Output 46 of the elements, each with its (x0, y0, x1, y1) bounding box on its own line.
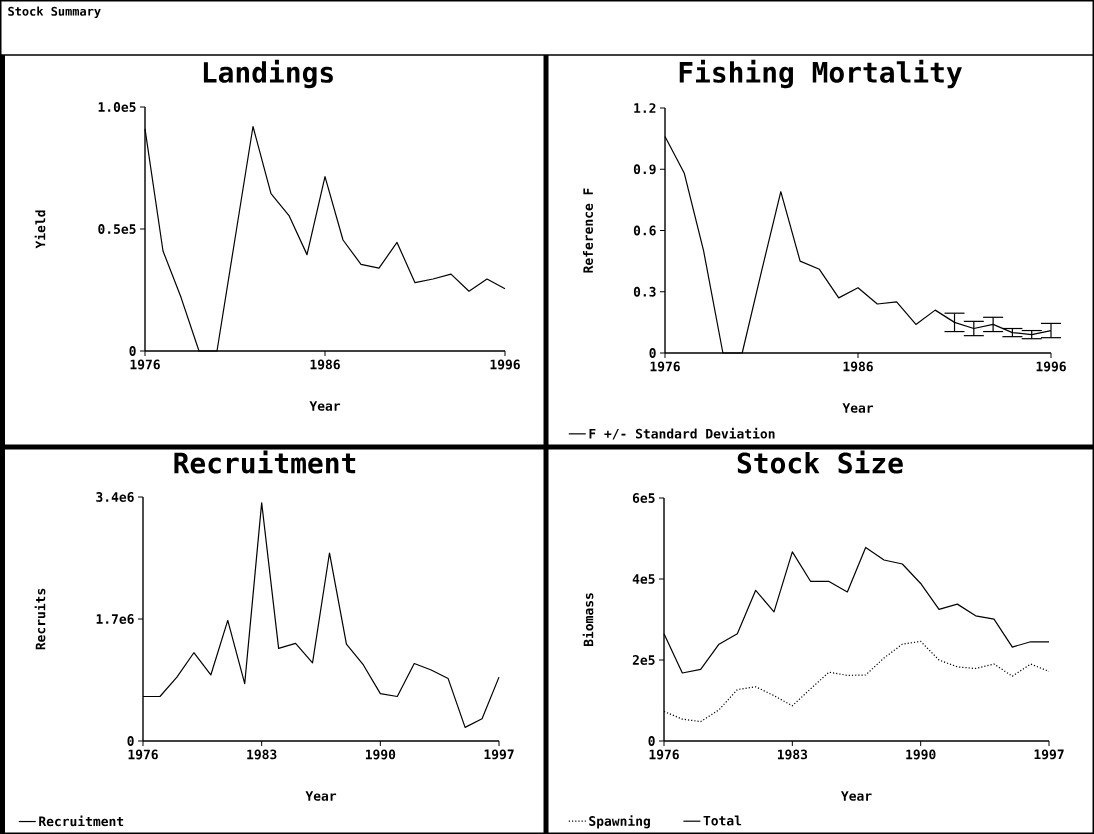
x-tick-label: 1996 (490, 359, 520, 370)
y-axis-title: Recruits (34, 588, 46, 650)
x-tick-label: 1997 (1034, 749, 1064, 760)
legend-label: Total (703, 815, 742, 826)
x-tick-label: 1976 (649, 749, 679, 760)
x-axis-title: Year (309, 401, 341, 411)
chart-title: Stock Size (737, 450, 903, 474)
x-axis-title: Year (840, 791, 872, 801)
y-tick-label: 6e5 (632, 493, 655, 503)
y-tick-label: 3.4e6 (96, 492, 134, 502)
chart-title: Fishing Mortality (679, 59, 962, 89)
y-tick-label: 0.3 (633, 286, 656, 297)
y-tick-label: 0.9 (633, 164, 656, 175)
y-tick-label: 1.0e5 (98, 102, 136, 112)
x-axis-title: Year (842, 403, 874, 413)
y-tick-label: 1.2 (634, 103, 656, 113)
legend-label: Recruitment (39, 815, 124, 827)
y-tick-label: 0 (649, 348, 656, 358)
y-axis-title: Reference F (582, 188, 594, 273)
y-tick-label: 4e5 (632, 574, 655, 584)
y-tick-label: 1.7e6 (96, 614, 134, 624)
y-tick-label: 2e5 (632, 655, 655, 665)
x-tick-label: 1986 (843, 361, 873, 372)
text: Stock Summary (8, 6, 101, 19)
x-axis-title: Year (305, 791, 337, 801)
x-tick-label: 1990 (365, 749, 396, 760)
chart-title: Landings (203, 59, 333, 89)
x-tick-label: 1976 (650, 361, 680, 372)
x-tick-label: 1990 (906, 749, 936, 760)
x-tick-label: 1986 (310, 359, 340, 370)
y-tick-label: 0 (127, 736, 134, 746)
chart-title: Recruitment (174, 450, 356, 474)
legend-label: Spawning (589, 815, 650, 829)
x-tick-label: 1997 (484, 749, 514, 760)
x-tick-label: 1983 (247, 749, 277, 760)
x-tick-label: 1976 (130, 359, 160, 370)
y-tick-label: 0.5e5 (98, 224, 136, 234)
y-axis-title: Biomass (582, 593, 594, 647)
legend-label: F +/- Standard Deviation (589, 427, 775, 440)
y-axis-title: Yield (34, 210, 46, 249)
x-tick-label: 1976 (128, 749, 158, 760)
x-tick-label: 1996 (1036, 361, 1066, 372)
y-tick-label: 0 (648, 736, 655, 746)
x-tick-label: 1983 (777, 749, 808, 760)
y-tick-label: 0 (129, 346, 136, 356)
y-tick-label: 0.6 (633, 225, 656, 236)
